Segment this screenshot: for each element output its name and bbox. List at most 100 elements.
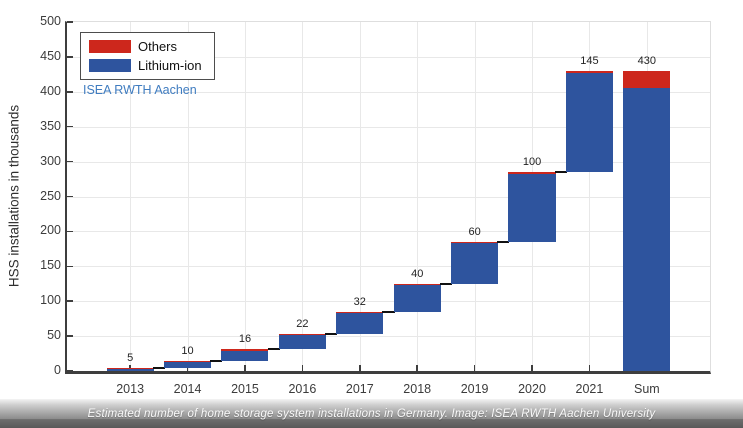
y-tick [67, 195, 73, 198]
gridline-vertical [302, 22, 304, 371]
waterfall-connector [267, 348, 280, 351]
bar-segment-others [278, 334, 326, 336]
chart-figure: HSS installations in thousands Others Li… [6, 14, 711, 396]
x-tick-label: 2014 [173, 382, 202, 396]
caption-bar: Estimated number of home storage system … [0, 399, 743, 428]
y-tick [67, 160, 73, 163]
gridline-horizontal [67, 266, 710, 268]
gridline-horizontal [67, 126, 710, 128]
legend-label-others: Others [138, 39, 178, 54]
waterfall-connector [497, 240, 510, 243]
gridline-horizontal [67, 301, 710, 303]
bar-value-label: 32 [353, 295, 366, 308]
x-tick [588, 365, 591, 371]
waterfall-connector [210, 359, 223, 362]
gridline-horizontal [67, 196, 710, 198]
y-tick-label: 200 [40, 223, 61, 238]
bar-value-label: 5 [127, 351, 134, 364]
bar-value-label: 100 [522, 156, 542, 169]
y-tick-label: 150 [40, 258, 61, 273]
y-tick-label: 400 [40, 83, 61, 98]
x-tick-label: 2021 [575, 382, 604, 396]
bar-segment-lithium-ion [336, 313, 384, 334]
bar-segment-lithium-ion [565, 72, 613, 173]
y-tick [67, 300, 73, 302]
y-tick [67, 56, 73, 58]
y-tick-label: 450 [40, 48, 61, 63]
y-tick-label: 100 [40, 293, 61, 308]
y-tick [67, 335, 73, 337]
waterfall-connector [554, 171, 567, 174]
x-tick [301, 365, 304, 371]
x-tick [186, 365, 189, 371]
bar-segment-others [508, 172, 556, 175]
gridline-vertical [417, 22, 419, 371]
x-tick-label: 2013 [116, 382, 145, 396]
x-tick-label: 2020 [518, 382, 546, 396]
bar-segment-others [393, 283, 441, 286]
bar-segment-lithium-ion [508, 174, 556, 242]
bar-segment-lithium-ion [164, 362, 212, 368]
y-tick [67, 91, 73, 93]
bar-segment-others [565, 70, 613, 73]
legend-swatch-lithium-ion [89, 59, 131, 72]
gridline-vertical [130, 22, 132, 371]
x-tick [473, 365, 476, 371]
plot-area: Others Lithium-ion ISEA RWTH Aachen 5 10 1… [65, 21, 711, 374]
bar-segment-others [623, 70, 671, 89]
legend-item-others: Others [89, 39, 202, 54]
gridline-vertical [474, 22, 476, 371]
y-tick-label: 0 [54, 363, 61, 377]
bar-segment-others [451, 241, 499, 244]
gridline-vertical [244, 22, 246, 371]
y-tick-label: 250 [40, 188, 61, 203]
bar-value-label: 10 [181, 344, 194, 357]
gridline-horizontal [67, 336, 710, 338]
waterfall-connector [439, 282, 453, 285]
x-tick-label: 2019 [460, 382, 489, 396]
gridline-vertical [187, 22, 189, 371]
bar-segment-lithium-ion [393, 285, 441, 312]
y-tick-label: 350 [40, 118, 61, 133]
bar-segment-lithium-ion [623, 88, 671, 371]
watermark-credit: ISEA RWTH Aachen [83, 83, 197, 97]
bar-value-label: 16 [238, 333, 252, 346]
x-tick-label: 2017 [345, 382, 374, 396]
x-tick [359, 365, 361, 371]
legend-swatch-others [89, 40, 131, 53]
bar-segment-lithium-ion [106, 369, 154, 371]
y-tick-label: 50 [47, 328, 61, 343]
y-tick [67, 265, 73, 268]
gridline-vertical [589, 22, 591, 371]
legend-item-lithium-ion: Lithium-ion [89, 58, 202, 73]
bar-value-label: 22 [296, 318, 309, 330]
gridline-vertical [359, 22, 361, 371]
y-tick-label: 300 [40, 153, 61, 168]
y-tick [67, 370, 73, 372]
y-tick [67, 21, 73, 23]
bar-segment-others [106, 367, 154, 370]
legend: Others Lithium-ion [80, 32, 215, 80]
bar-segment-lithium-ion [221, 351, 269, 361]
gridline-horizontal [67, 56, 710, 58]
caption-text: Estimated number of home storage system … [87, 407, 656, 420]
x-tick [416, 365, 418, 371]
waterfall-connector [324, 333, 338, 335]
bar-segment-lithium-ion [278, 335, 326, 350]
bar-segment-others [164, 360, 212, 363]
x-tick-label: 2015 [231, 382, 259, 396]
x-tick-label: Sum [633, 382, 660, 396]
bar-value-label: 430 [637, 54, 657, 67]
gridline-horizontal [67, 231, 710, 233]
x-tick [244, 365, 246, 371]
waterfall-connector [382, 310, 395, 313]
bar-segment-others [221, 349, 269, 352]
gridline-horizontal [67, 91, 710, 93]
x-tick-label: 2016 [288, 382, 317, 396]
bar-segment-lithium-ion [451, 243, 499, 284]
legend-label-lithium-ion: Lithium-ion [138, 58, 202, 73]
x-tick [531, 365, 533, 371]
bar-segment-others [336, 311, 384, 314]
waterfall-connector [152, 366, 166, 369]
